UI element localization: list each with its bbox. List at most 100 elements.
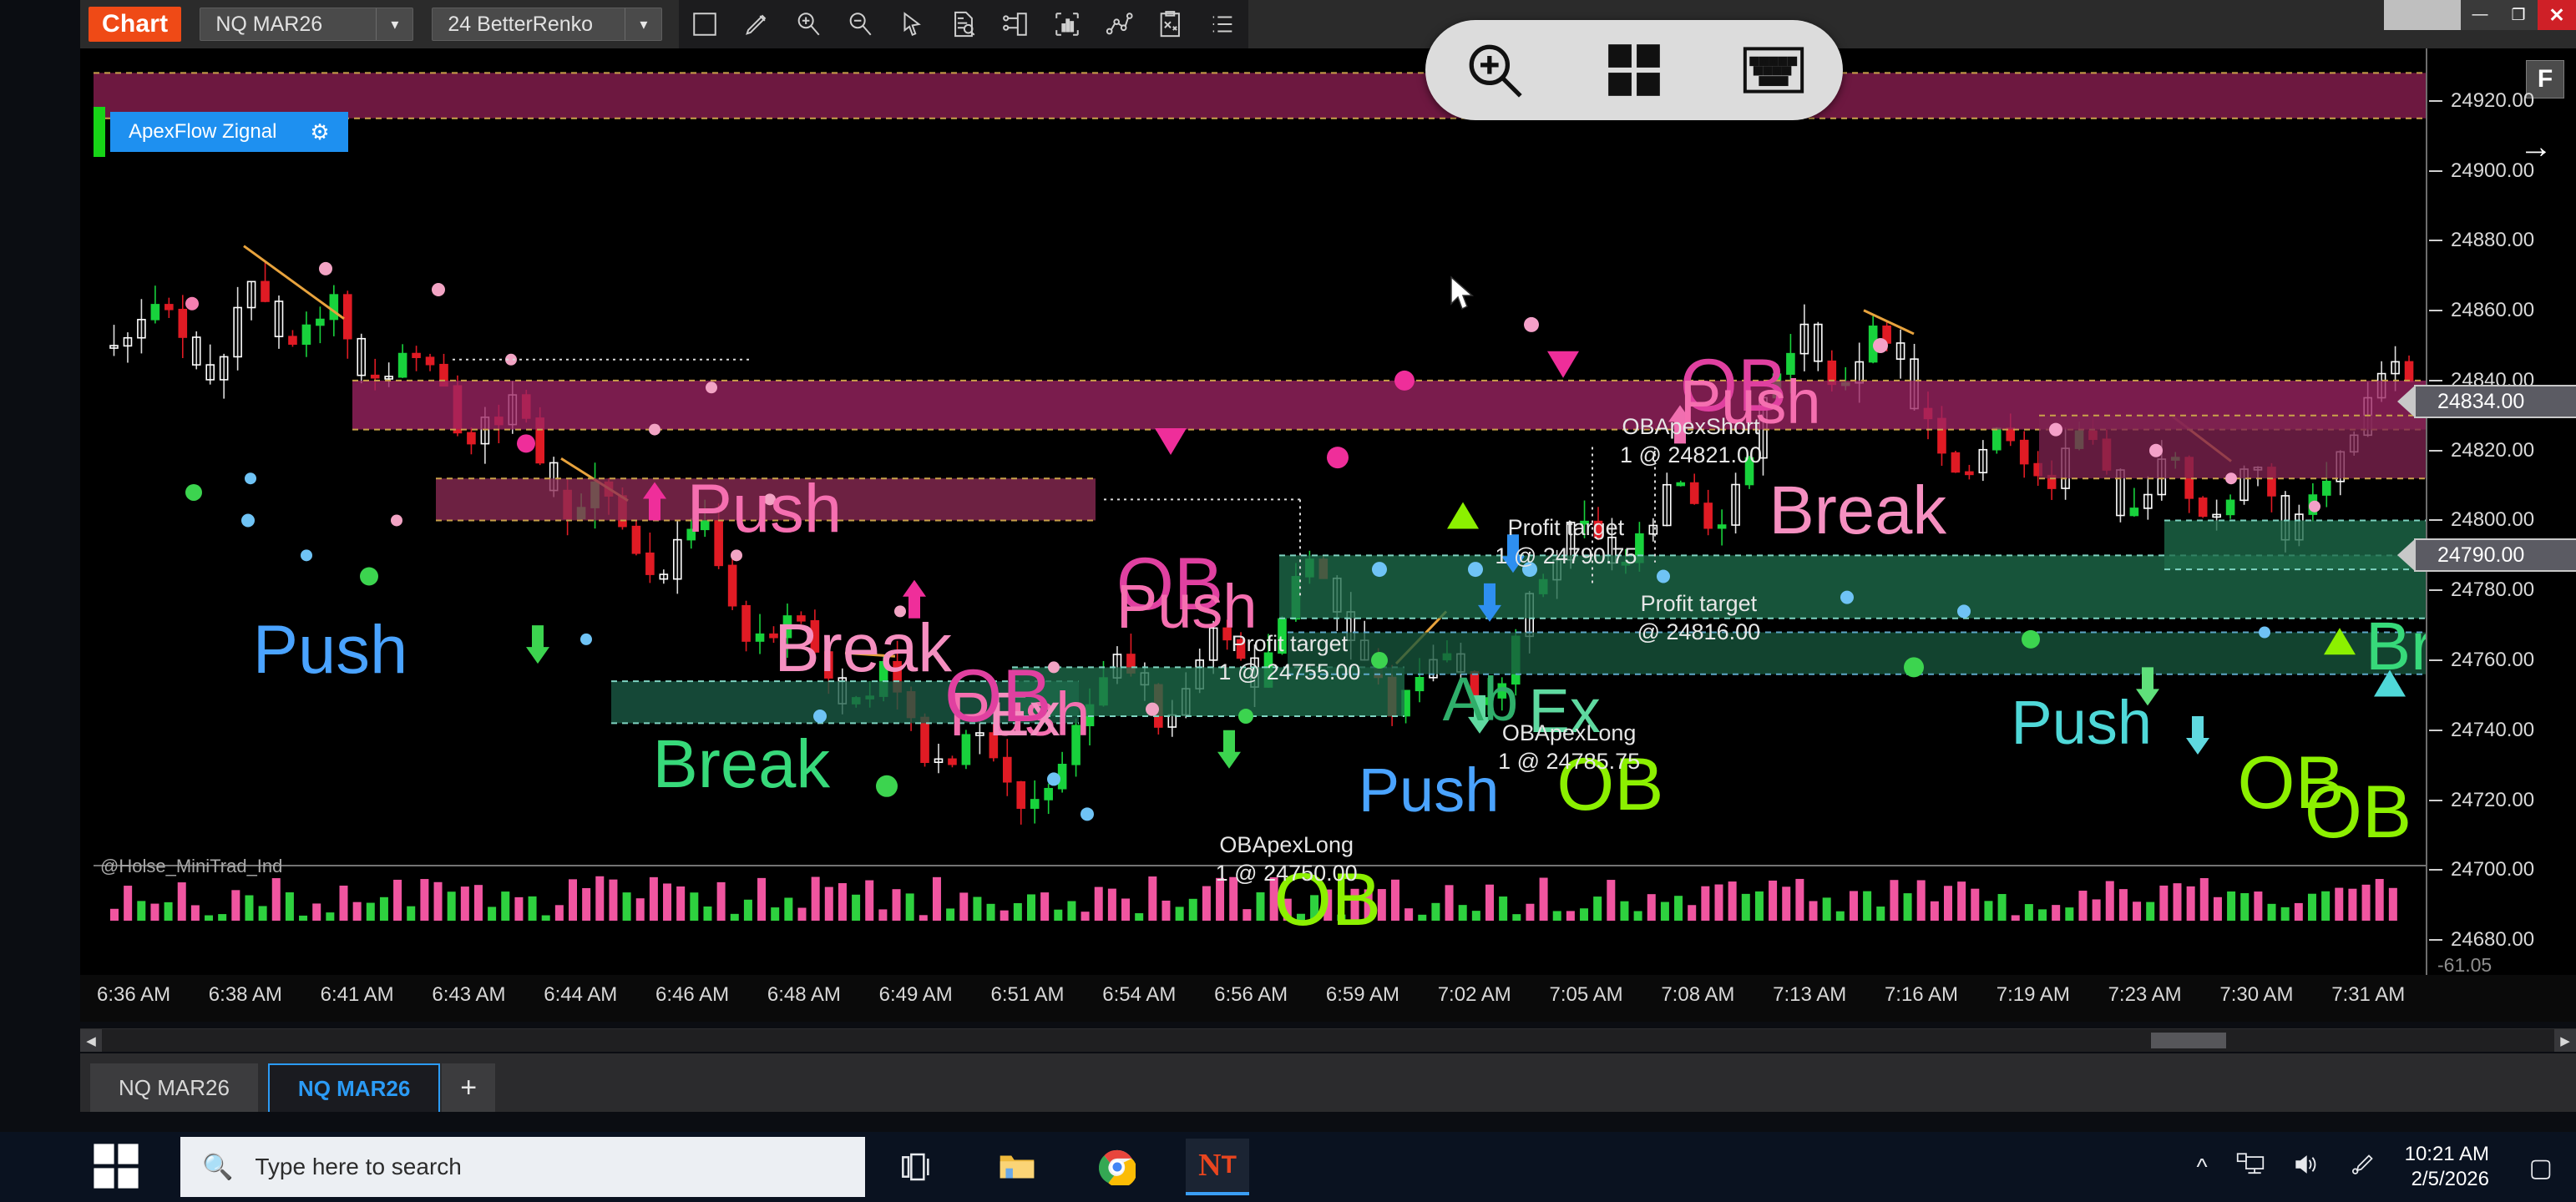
price-tick-label: 24680.00 — [2451, 928, 2535, 952]
zoom-out-icon[interactable] — [834, 0, 886, 48]
time-tick-label: 6:43 AM — [432, 983, 506, 1006]
price-marker[interactable]: 24790.00 — [2397, 538, 2576, 573]
time-tick-label: 6:54 AM — [1102, 983, 1177, 1006]
price-axis[interactable]: F 24920.00 24900.00 24880.00 24860.00 24840.… — [2397, 48, 2576, 976]
trade-marker-label: OBApexShort 1 @ 24821.00 — [1574, 412, 1808, 469]
windows-grid-icon[interactable] — [1597, 33, 1672, 108]
trade-marker-label: OBApexLong 1 @ 24750.00 — [1170, 831, 1404, 887]
clock-date: 2/5/2026 — [2411, 1168, 2489, 1190]
tick-mark — [2429, 729, 2442, 731]
price-tick: 24820.00 — [2427, 438, 2576, 462]
chart-annotation-push: Push — [2011, 688, 2153, 758]
show-hidden-icons-chevron[interactable]: ^ — [2196, 1154, 2208, 1179]
tick-mark — [2429, 310, 2442, 312]
chart-plot-area[interactable]: @Holse_MiniTrad_Ind Push Push Break Break Pu… — [94, 48, 2436, 975]
svg-text:@Holse_MiniTrad_Ind: @Holse_MiniTrad_Ind — [100, 856, 282, 876]
price-tick: 24860.00 — [2427, 299, 2576, 322]
trade-marker-title: OBApexLong — [1501, 720, 1637, 745]
time-tick-label: 6:41 AM — [320, 983, 394, 1006]
tick-mark — [2429, 869, 2442, 871]
chevron-down-icon[interactable]: ▾ — [376, 8, 412, 40]
on-screen-keyboard-icon[interactable] — [1736, 33, 1811, 108]
chart-annotation-ob: OB — [944, 654, 1052, 738]
last-price-marker[interactable]: 24834.00 — [2397, 385, 2576, 419]
chart-annotation-push: Push — [252, 611, 408, 688]
price-tick-label: 24880.00 — [2451, 229, 2535, 252]
volume-icon[interactable] — [2293, 1153, 2321, 1182]
window-extra-button-2[interactable] — [2422, 0, 2461, 30]
file-explorer-icon[interactable] — [985, 1139, 1049, 1195]
chrome-icon[interactable] — [1086, 1139, 1149, 1195]
scrollbar-thumb[interactable] — [2151, 1033, 2226, 1048]
taskbar-clock[interactable]: 10:21 AM 2/5/2026 — [2405, 1142, 2489, 1192]
price-tick-label: 24860.00 — [2451, 299, 2535, 322]
minimize-button[interactable]: — — [2461, 0, 2499, 30]
close-button[interactable]: ✕ — [2538, 0, 2576, 30]
trade-marker-title: OBApexLong — [1219, 832, 1354, 858]
list-icon[interactable] — [1197, 0, 1248, 48]
trade-marker-title: Profit target — [1507, 514, 1625, 540]
price-tick: 24720.00 — [2427, 789, 2576, 811]
magnifier-plus-icon[interactable] — [1457, 33, 1532, 108]
chart-menu-button[interactable]: Chart — [89, 7, 182, 42]
restore-button[interactable]: ❐ — [2499, 0, 2538, 30]
tick-mark — [2429, 449, 2442, 452]
price-tick: 24780.00 — [2427, 578, 2576, 602]
chart-tab-2[interactable]: NQ MAR26 — [267, 1063, 441, 1112]
time-axis[interactable]: 6:36 AM 6:38 AM 6:41 AM 6:43 AM 6:44 AM 6:46 … — [80, 975, 2576, 1022]
gear-icon[interactable]: ⚙ — [310, 119, 330, 144]
pen-icon[interactable] — [2350, 1153, 2376, 1182]
time-tick-label: 6:46 AM — [655, 983, 730, 1006]
notification-center-icon[interactable]: ▢ — [2528, 1154, 2553, 1182]
scroll-left-arrow-icon[interactable]: ◀ — [80, 1029, 102, 1052]
instrument-value: NQ MAR26 — [215, 12, 323, 36]
square-icon[interactable] — [679, 0, 731, 48]
interval-value: 24 BetterRenko — [448, 12, 594, 36]
toolbar-left-pad — [0, 0, 80, 48]
instrument-selector[interactable]: NQ MAR26 ▾ — [200, 8, 414, 41]
network-icon[interactable] — [2236, 1152, 2265, 1182]
interval-selector[interactable]: 24 BetterRenko ▾ — [432, 8, 663, 41]
time-tick-label: 7:13 AM — [1773, 983, 1847, 1006]
line-chart-icon[interactable] — [1093, 0, 1145, 48]
cursor-arrow-icon[interactable] — [886, 0, 938, 48]
price-tick-label: 24780.00 — [2451, 578, 2535, 602]
chart-tab-1[interactable]: NQ MAR26 — [90, 1063, 258, 1112]
bar-chart-icon[interactable] — [1041, 0, 1093, 48]
price-tick-label: 24820.00 — [2451, 438, 2535, 462]
pencil-icon[interactable] — [731, 0, 782, 48]
chart-panel[interactable]: ApexFlow Zignal ⚙ MA Pro by ninZa.co (NQ… — [80, 48, 2576, 975]
time-tick-label: 7:30 AM — [2219, 983, 2294, 1006]
chevron-down-icon[interactable]: ▾ — [625, 8, 661, 40]
trade-marker-detail: 1 @ 24785.75 — [1498, 748, 1641, 774]
trade-marker-detail: 1 @ 24750.00 — [1215, 861, 1358, 886]
indicator-badge-apexflow-zignal[interactable]: ApexFlow Zignal ⚙ — [110, 112, 348, 152]
start-button-icon[interactable] — [92, 1142, 140, 1190]
tick-mark — [2429, 379, 2442, 381]
clipboard-x-icon[interactable] — [1145, 0, 1197, 48]
time-tick-label: 7:19 AM — [1996, 983, 2070, 1006]
price-tick-label: 24800.00 — [2451, 508, 2535, 532]
horizontal-scrollbar[interactable]: ◀ ▶ — [80, 1028, 2576, 1052]
window-extra-button-1[interactable] — [2384, 0, 2422, 30]
time-tick-label: 7:08 AM — [1661, 983, 1735, 1006]
zoom-in-icon[interactable] — [782, 0, 834, 48]
time-tick-label: 6:38 AM — [208, 983, 282, 1006]
scroll-right-arrow-icon[interactable]: ▶ — [2554, 1029, 2576, 1052]
document-search-icon[interactable] — [938, 0, 989, 48]
trade-marker-detail: @ 24816.00 — [1637, 619, 1761, 644]
chart-annotation-ab: Ab — [1442, 664, 1519, 735]
task-view-icon[interactable] — [885, 1139, 949, 1195]
tick-mark — [2429, 799, 2442, 801]
add-tab-button[interactable]: + — [442, 1063, 496, 1112]
touch-toolbar-overlay[interactable] — [1425, 20, 1843, 120]
trade-marker-label: Profit target 1 @ 24755.00 — [1172, 629, 1406, 686]
price-axis-f-badge[interactable]: F — [2526, 60, 2564, 98]
taskbar-search-input[interactable]: 🔍 Type here to search — [180, 1137, 865, 1197]
arrow-right-icon[interactable]: → — [2519, 129, 2553, 165]
data-box-icon[interactable] — [989, 0, 1041, 48]
price-tick-label: 24920.00 — [2451, 88, 2535, 112]
chart-annotation-ob: OB — [1679, 343, 1788, 427]
